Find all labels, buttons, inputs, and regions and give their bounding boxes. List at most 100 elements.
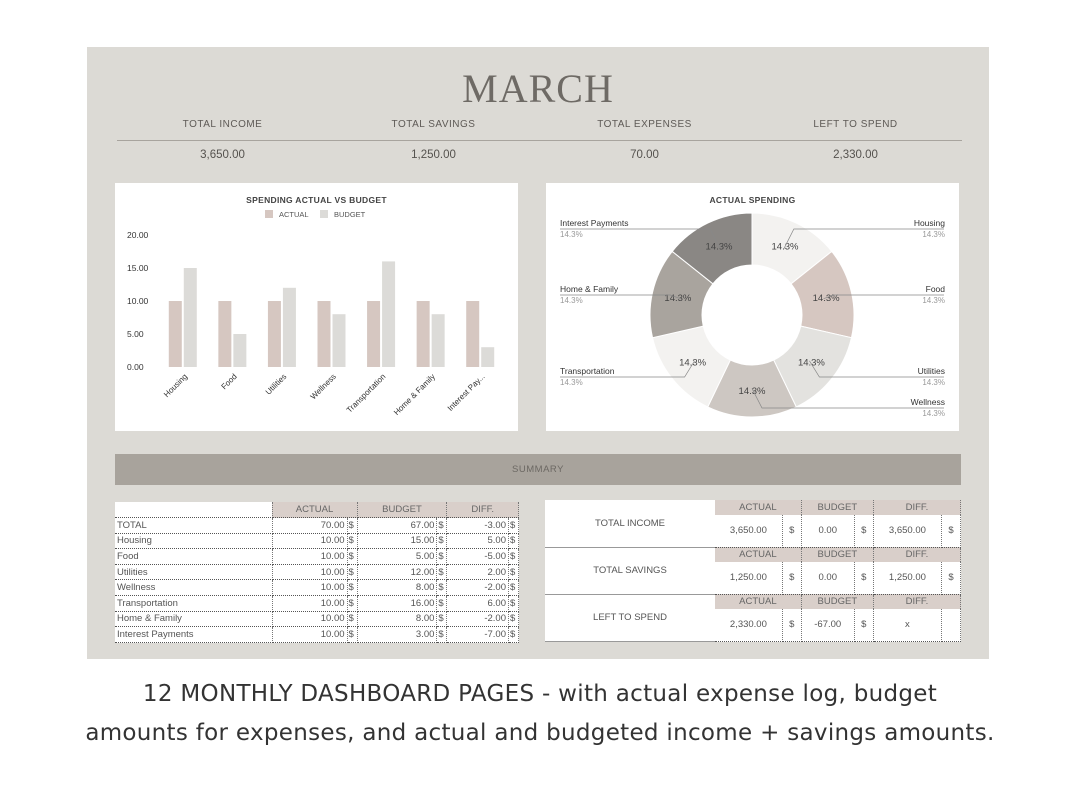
row-currency: $ (508, 595, 519, 612)
row-diff: 2.00 (446, 564, 509, 581)
row-diff: -7.00 (446, 626, 509, 643)
slice-name-label: Interest Payments (560, 218, 629, 228)
row-diff: -5.00 (446, 548, 509, 565)
row-currency: $ (782, 562, 802, 595)
bar-budget (382, 261, 396, 367)
row-currency: $ (436, 595, 448, 612)
bar-budget (332, 314, 346, 367)
row-actual: 10.00 (272, 533, 348, 550)
x-tick-label: Utilities (264, 372, 289, 397)
legend-label-actual: ACTUAL (279, 210, 309, 219)
totals-row-label: TOTAL INCOME (545, 500, 715, 548)
slice-sub-percent: 14.3% (560, 230, 583, 239)
table-row: Wellness 10.00 $8.00 $ -2.00 $ (115, 579, 519, 597)
row-currency: $ (347, 611, 358, 628)
row-name: Housing (115, 533, 273, 550)
row-diff: 6.00 (446, 595, 509, 612)
row-currency: $ (347, 626, 358, 643)
row-currency: $ (854, 515, 874, 548)
donut-slice-interest-payments (671, 212, 753, 285)
kpi-row: TOTAL INCOME 3,650.00 TOTAL SAVINGS 1,25… (117, 119, 962, 169)
row-currency: $ (941, 515, 962, 548)
table-row: 2,330.00 $ -67.00 $ x (545, 609, 962, 642)
row-name: Home & Family (115, 611, 273, 628)
row-actual: 10.00 (272, 548, 348, 565)
slice-percent-label: 14.3% (739, 386, 766, 397)
row-name: TOTAL (115, 517, 273, 534)
row-currency: $ (436, 579, 448, 597)
table-header-actual: ACTUAL (272, 502, 358, 519)
legend-swatch-actual (265, 210, 273, 218)
row-currency: $ (782, 515, 802, 548)
row-diff: -2.00 (446, 611, 509, 628)
kpi-label: TOTAL INCOME (182, 119, 263, 130)
bar-actual (168, 301, 182, 367)
slice-name-label: Food (926, 284, 946, 294)
table-header-actual: ACTUAL (715, 500, 802, 515)
y-tick-label: 5.00 (127, 329, 144, 339)
leader-line (560, 294, 681, 299)
donut-chart-title: ACTUAL SPENDING (709, 195, 796, 205)
row-currency: $ (347, 579, 358, 597)
bar-actual (317, 301, 331, 367)
bar-budget (481, 347, 495, 367)
row-currency: $ (508, 548, 519, 565)
y-tick-label: 0.00 (127, 362, 144, 372)
row-currency: $ (436, 533, 448, 550)
kpi-left-to-spend: LEFT TO SPEND 2,330.00 (750, 119, 961, 161)
row-currency (941, 609, 962, 642)
row-budget: -67.00 (801, 609, 855, 642)
table-header-row: TOTAL SAVINGS ACTUAL BUDGET DIFF. (545, 547, 962, 595)
row-diff: -3.00 (446, 517, 509, 534)
row-currency: $ (782, 609, 802, 642)
table-row: Utilities 10.00 $12.00 $2.00 $ (115, 564, 519, 581)
table-row: 3,650.00 $0.00 $3,650.00 $ (545, 515, 962, 548)
table-header-actual: ACTUAL (715, 594, 802, 609)
row-currency: $ (347, 564, 358, 581)
legend-label-budget: BUDGET (334, 210, 366, 219)
slice-percent-label: 14.3% (664, 293, 691, 304)
table-header-diff: DIFF. (873, 547, 962, 562)
totals-row-label: TOTAL SAVINGS (545, 547, 715, 595)
slice-name-label: Transportation (560, 366, 615, 376)
row-budget: 15.00 (357, 533, 438, 550)
row-actual: 3,650.00 (715, 515, 783, 548)
caption-line-2: amounts for expenses, and actual and bud… (85, 720, 995, 746)
slice-sub-percent: 14.3% (922, 296, 945, 305)
row-actual: 10.00 (272, 611, 348, 628)
table-row: 1,250.00 $0.00 $1,250.00 $ (545, 562, 962, 595)
x-tick-label: Housing (162, 372, 189, 399)
table-header-diff: DIFF. (873, 594, 962, 609)
row-budget: 5.00 (357, 548, 438, 565)
slice-sub-percent: 14.3% (560, 378, 583, 387)
slice-sub-percent: 14.3% (922, 409, 945, 418)
slice-percent-label: 14.3% (798, 357, 825, 368)
bar-actual (267, 301, 281, 367)
slice-name-label: Wellness (911, 397, 945, 407)
table-header-actual: ACTUAL (715, 547, 802, 562)
row-currency: $ (508, 517, 519, 534)
bar-budget (431, 314, 445, 367)
slice-name-label: Utilities (918, 366, 945, 376)
table-header-budget: BUDGET (801, 500, 874, 515)
row-budget: 12.00 (357, 564, 438, 581)
row-currency: $ (436, 548, 448, 565)
table-row: Food 10.00 $5.00 $ -5.00 $ (115, 548, 519, 565)
leader-line (809, 360, 944, 378)
summary-header: SUMMARY (115, 454, 961, 485)
bar-chart: ACTUAL BUDGET 0.00 5.00 10.00 15.00 20.00 Housi… (127, 210, 495, 417)
row-name: Wellness (115, 579, 273, 597)
bar-budget (282, 287, 296, 367)
row-budget: 8.00 (357, 611, 438, 628)
row-name: Transportation (115, 595, 273, 612)
slice-name-label: Home & Family (560, 284, 619, 294)
row-actual: 70.00 (272, 517, 348, 534)
row-budget: 0.00 (801, 515, 855, 548)
leader-line (783, 228, 944, 249)
row-actual: 10.00 (272, 579, 348, 597)
row-budget: 16.00 (357, 595, 438, 612)
table-header-diff: DIFF. (873, 500, 962, 515)
kpi-value: 2,330.00 (833, 149, 878, 161)
bar-actual (218, 301, 232, 367)
x-tick-label: Home & Family (392, 372, 437, 417)
